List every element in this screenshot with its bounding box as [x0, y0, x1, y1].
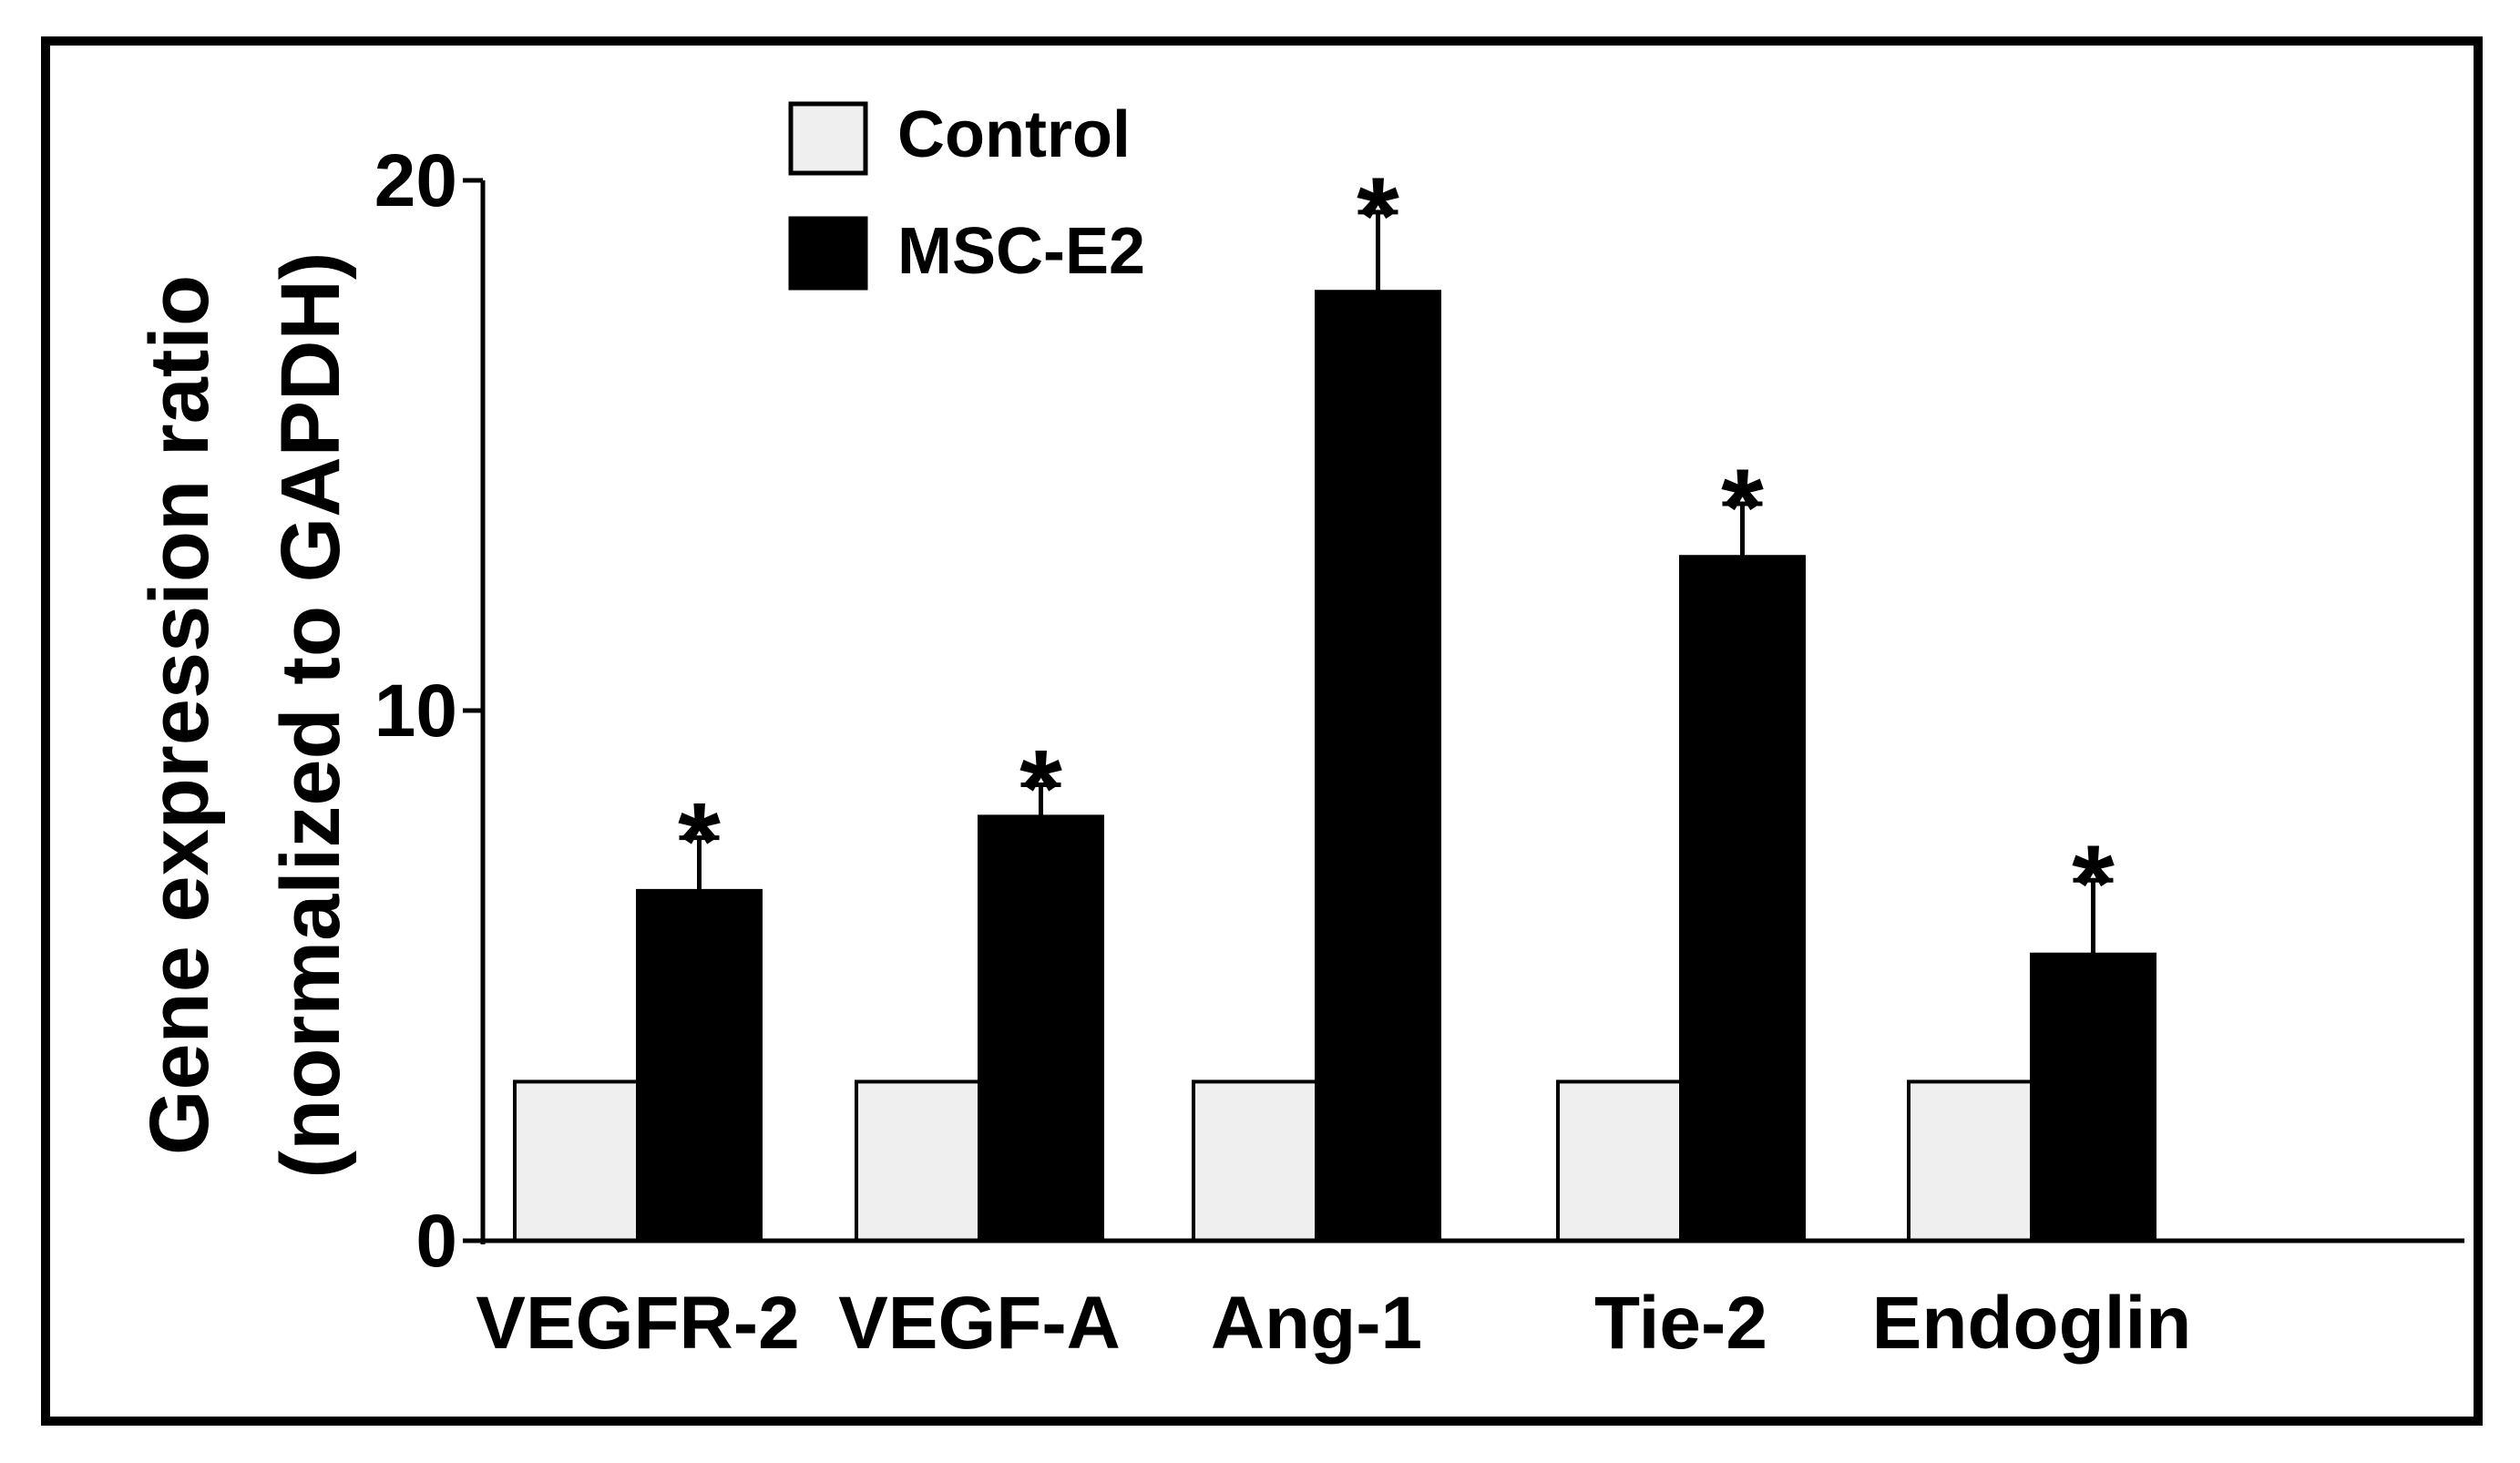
significance-marker-4: *: [2072, 823, 2115, 945]
y-axis-title-line-1: Gene expression ratio: [133, 275, 226, 1155]
significance-marker-3: *: [1721, 446, 1764, 568]
y-tick-label-0: 0: [415, 1200, 457, 1283]
chart-border: [41, 36, 2483, 1426]
legend-swatch-control: [788, 101, 868, 176]
legend-label-msc-e2: MSC-E2: [897, 215, 1145, 288]
bar-control-4: [1907, 1079, 2033, 1243]
bar-msc-e2-0: [636, 888, 763, 1243]
bar-control-0: [513, 1079, 640, 1243]
bar-msc-e2-2: [1315, 290, 1441, 1243]
x-tick-label-1: VEGF-A: [838, 1282, 1121, 1365]
significance-marker-2: *: [1357, 155, 1399, 277]
plot-area: * VEGFR-2 * VEGF-A * Ang-1 * Tie-2 * Endoglin 0 10 2…: [374, 139, 2464, 1365]
bar-control-1: [855, 1079, 981, 1243]
x-tick-label-0: VEGFR-2: [476, 1282, 799, 1365]
legend-swatch-msc-e2: [788, 216, 868, 291]
legend-label-control: Control: [897, 98, 1131, 171]
y-axis-title: Gene expression ratio (normalized to GAP…: [133, 251, 357, 1178]
bar-msc-e2-4: [2030, 952, 2156, 1243]
bar-control-2: [1192, 1079, 1318, 1243]
legend: Control MSC-E2: [788, 98, 1145, 291]
bar-msc-e2-1: [978, 814, 1104, 1243]
y-tick-label-2: 20: [374, 139, 457, 222]
y-axis-title-line-2: (normalized to GAPDH): [264, 251, 357, 1178]
x-tick-label-3: Tie-2: [1594, 1282, 1767, 1365]
y-tick-label-1: 10: [374, 670, 457, 752]
significance-marker-1: *: [1019, 727, 1062, 849]
significance-marker-0: *: [678, 781, 721, 903]
bar-msc-e2-3: [1679, 555, 1806, 1243]
x-tick-label-4: Endoglin: [1872, 1282, 2192, 1365]
bar-control-3: [1556, 1079, 1683, 1243]
x-tick-label-2: Ang-1: [1211, 1282, 1422, 1365]
